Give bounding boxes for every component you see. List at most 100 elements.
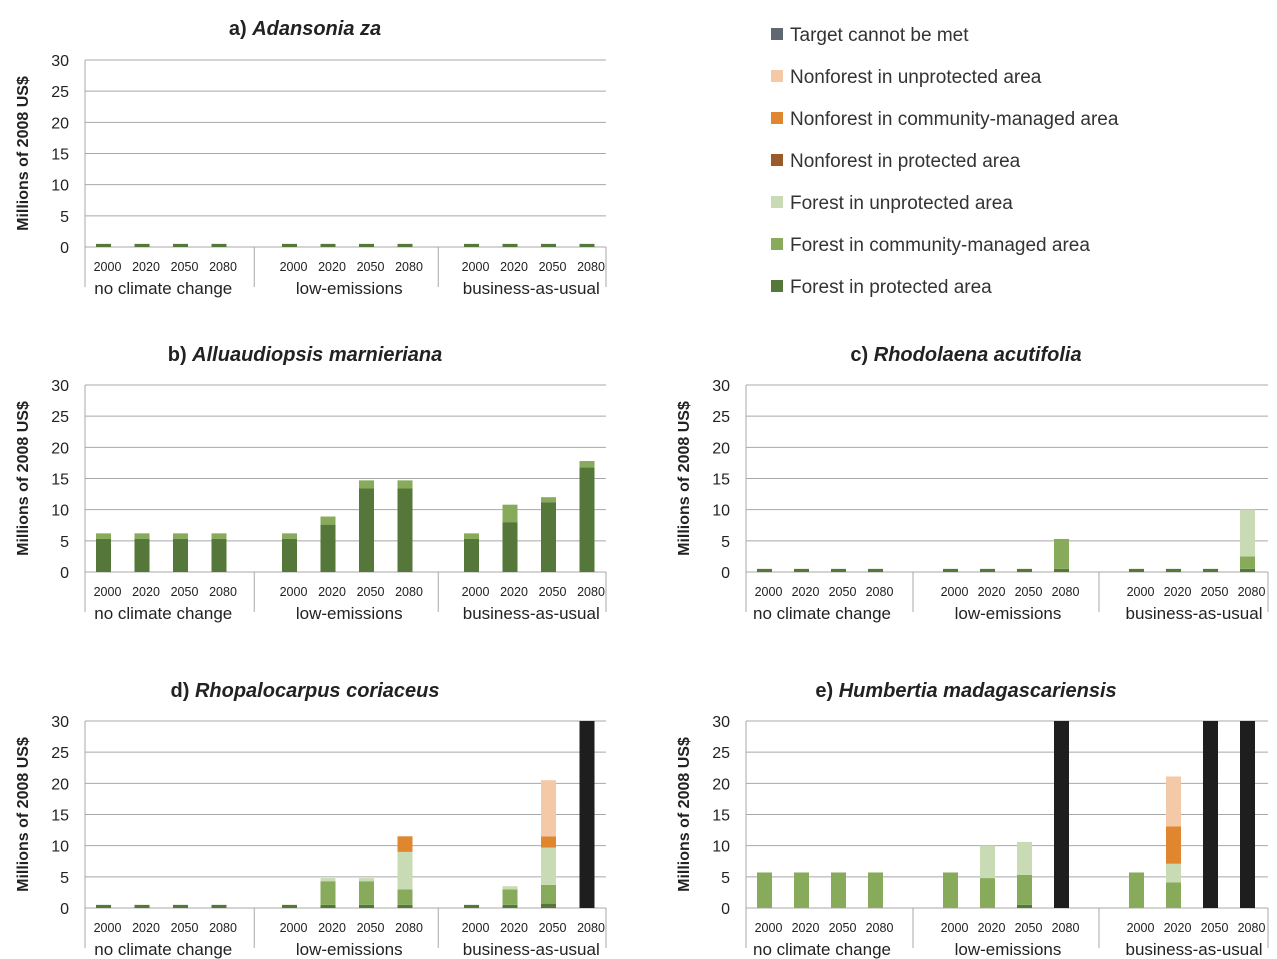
y-axis-label: Millions of 2008 US$ xyxy=(15,76,32,231)
x-tick-label: 2080 xyxy=(1238,585,1266,599)
group-label: low-emissions xyxy=(296,940,403,959)
y-tick-label: 5 xyxy=(60,534,69,551)
y-tick-label: 30 xyxy=(51,378,69,395)
legend-swatch-nf-unprot xyxy=(771,70,783,82)
x-tick-label: 2000 xyxy=(941,585,969,599)
x-tick-label: 2050 xyxy=(357,260,385,274)
y-tick-label: 25 xyxy=(51,745,69,762)
group-label: business-as-usual xyxy=(463,940,600,959)
bar-segment-target xyxy=(1240,721,1255,908)
y-tick-label: 0 xyxy=(60,240,69,257)
chart-title-prefix: d) xyxy=(171,680,195,702)
bar-segment-f-comm xyxy=(868,872,883,908)
x-tick-label: 2050 xyxy=(1201,921,1229,935)
x-tick-label: 2000 xyxy=(755,921,783,935)
y-tick-label: 20 xyxy=(712,776,730,793)
bar-segment-f-prot xyxy=(502,522,518,572)
bar-segment-f-prot xyxy=(502,243,518,247)
legend-label: Forest in unprotected area xyxy=(790,193,1013,214)
x-tick-label: 2000 xyxy=(94,585,122,599)
x-tick-label: 2020 xyxy=(132,585,160,599)
legend-swatch-nf-prot xyxy=(771,154,783,166)
group-label: business-as-usual xyxy=(463,604,600,623)
bar-segment-f-comm xyxy=(943,872,958,908)
y-tick-label: 30 xyxy=(712,378,730,395)
y-tick-label: 30 xyxy=(51,53,69,70)
bar-segment-f-unprot xyxy=(359,878,374,882)
x-tick-label: 2050 xyxy=(539,921,567,935)
x-tick-label: 2080 xyxy=(1052,585,1080,599)
bar-segment-nf-comm xyxy=(1166,826,1181,864)
bar-segment-f-unprot xyxy=(320,878,336,882)
y-tick-label: 15 xyxy=(51,472,69,489)
bar-segment-nf-unprot xyxy=(541,780,556,837)
bar-segment-f-comm xyxy=(541,884,556,904)
bar-segment-f-unprot xyxy=(397,851,413,890)
bar-segment-f-prot xyxy=(211,243,227,247)
bar-segment-f-prot xyxy=(211,904,227,908)
bar-segment-f-comm xyxy=(320,881,336,905)
bar-segment-f-unprot xyxy=(541,847,556,885)
bar-segment-f-prot xyxy=(1240,568,1255,572)
bar-segment-f-comm xyxy=(1166,882,1181,908)
y-tick-label: 25 xyxy=(712,409,730,426)
x-tick-label: 2080 xyxy=(577,585,605,599)
y-tick-label: 25 xyxy=(51,84,69,101)
chart-title-prefix: a) xyxy=(229,18,252,40)
group-label: low-emissions xyxy=(296,604,403,623)
y-tick-label: 20 xyxy=(51,776,69,793)
x-tick-label: 2000 xyxy=(1127,921,1155,935)
chart-panel-a: a) Adansonia za Millions of 2008 US$ 0 5 10 1… xyxy=(15,18,607,298)
legend-label: Target cannot be met xyxy=(790,25,969,46)
bar-segment-f-prot xyxy=(96,904,111,908)
bar-segment-f-prot xyxy=(282,243,297,247)
x-tick-label: 2000 xyxy=(462,260,490,274)
x-tick-label: 2050 xyxy=(357,585,385,599)
chart-title-prefix: b) xyxy=(168,344,192,366)
legend-label: Nonforest in unprotected area xyxy=(790,67,1042,88)
x-tick-label: 2050 xyxy=(1201,585,1229,599)
x-tick-label: 2000 xyxy=(280,585,308,599)
y-tick-label: 15 xyxy=(712,808,730,825)
x-tick-label: 2000 xyxy=(462,921,490,935)
bar-segment-f-comm xyxy=(134,533,150,539)
bar-segment-f-unprot xyxy=(1240,509,1255,557)
bar-segment-f-prot xyxy=(579,467,595,572)
x-tick-label: 2050 xyxy=(171,585,199,599)
y-tick-label: 10 xyxy=(51,503,69,520)
legend-swatch-f-prot xyxy=(771,280,783,292)
y-tick-label: 25 xyxy=(51,409,69,426)
bar-segment-f-comm xyxy=(579,461,595,468)
bar-segment-f-comm xyxy=(831,872,846,908)
legend-swatch-nf-comm xyxy=(771,112,783,124)
bar-segment-target xyxy=(579,721,595,908)
chart-panel-d: d) Rhopalocarpus coriaceus Millions of 20… xyxy=(15,680,607,959)
group-label: low-emissions xyxy=(955,604,1062,623)
chart-panel-c: c) Rhodolaena acutifolia Millions of 2008… xyxy=(676,344,1269,623)
x-tick-label: 2080 xyxy=(1052,921,1080,935)
x-tick-label: 2020 xyxy=(792,921,820,935)
group-label: business-as-usual xyxy=(1125,604,1262,623)
bar-segment-f-comm xyxy=(502,504,518,523)
bar-segment-f-prot xyxy=(980,568,995,572)
x-tick-label: 2000 xyxy=(94,260,122,274)
chart-title: c) Rhodolaena acutifolia xyxy=(850,344,1081,366)
group-label: low-emissions xyxy=(955,940,1062,959)
bar-segment-f-comm xyxy=(1054,538,1069,569)
bar-segment-f-prot xyxy=(173,538,188,572)
x-tick-label: 2020 xyxy=(318,921,346,935)
x-tick-label: 2000 xyxy=(462,585,490,599)
x-tick-label: 2020 xyxy=(132,260,160,274)
bar-segment-f-prot xyxy=(320,243,336,247)
chart-title: e) Humbertia madagascariensis xyxy=(815,680,1116,702)
x-tick-label: 2000 xyxy=(280,921,308,935)
x-tick-label: 2020 xyxy=(500,585,528,599)
bar-segment-f-prot xyxy=(1166,568,1181,572)
x-tick-label: 2050 xyxy=(357,921,385,935)
bar-segment-f-prot xyxy=(1017,904,1032,908)
x-tick-label: 2020 xyxy=(978,585,1006,599)
bar-segment-f-prot xyxy=(502,904,518,908)
bar-segment-f-prot xyxy=(757,568,772,572)
x-tick-label: 2080 xyxy=(209,921,237,935)
